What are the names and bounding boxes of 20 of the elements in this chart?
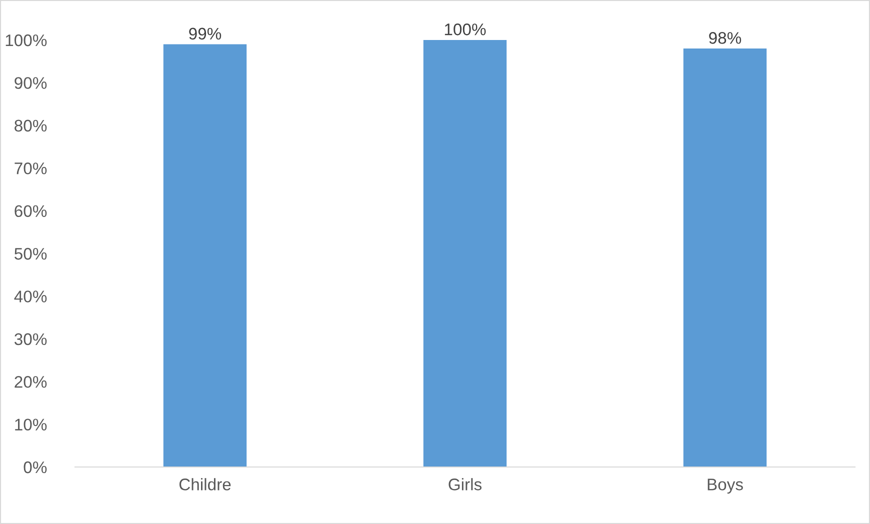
y-tick-label: 50% xyxy=(14,248,47,260)
y-tick-label: 20% xyxy=(14,376,47,388)
y-tick-label: 90% xyxy=(14,77,47,89)
y-tick-label: 10% xyxy=(15,418,47,431)
y-tick-label: 60% xyxy=(14,205,47,218)
data-label: 99% xyxy=(189,28,222,40)
y-tick-label: 40% xyxy=(14,290,47,302)
bar xyxy=(683,48,767,467)
y-tick-label: 30% xyxy=(14,333,47,346)
bar xyxy=(423,40,507,467)
y-tick-label: 100% xyxy=(6,34,47,46)
y-tick-label: 0% xyxy=(24,461,47,474)
y-tick-label: 80% xyxy=(14,120,47,132)
bar xyxy=(163,44,247,467)
x-tick-label: Boys xyxy=(708,478,743,494)
data-label: 98% xyxy=(709,32,742,44)
x-tick-label: Girls xyxy=(448,478,482,490)
x-tick-label: Childre xyxy=(179,478,231,490)
y-tick-label: 70% xyxy=(14,162,47,174)
data-label: 100% xyxy=(444,24,486,36)
